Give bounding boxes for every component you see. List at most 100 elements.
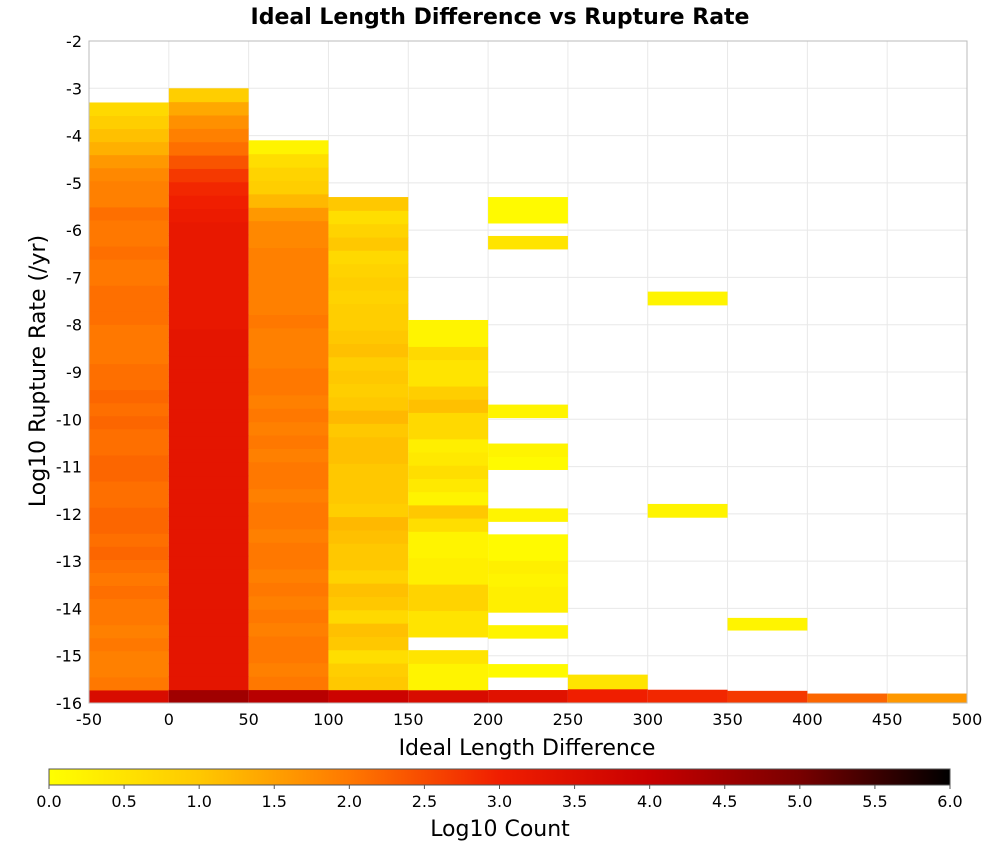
- heatmap-cell: [408, 623, 489, 638]
- x-tick-label: 350: [712, 710, 743, 729]
- y-tick-label: -3: [66, 79, 82, 98]
- heatmap-cell: [248, 461, 329, 476]
- heatmap-cell: [248, 636, 329, 650]
- heatmap-cell: [248, 582, 329, 597]
- heatmap-cell: [488, 560, 568, 574]
- heatmap-cell: [248, 676, 329, 691]
- heatmap-cell: [248, 475, 329, 490]
- heatmap-cell: [248, 609, 329, 624]
- heatmap-cell: [168, 489, 249, 504]
- heatmap-cell: [168, 662, 249, 677]
- heatmap-cell: [328, 290, 409, 305]
- heatmap-cell: [89, 324, 169, 338]
- heatmap-cell: [89, 507, 169, 521]
- x-tick-label: 400: [792, 710, 823, 729]
- heatmap-cell: [328, 436, 409, 451]
- heatmap-cell: [328, 316, 409, 331]
- heatmap-cell: [168, 101, 249, 116]
- y-tick-label: -16: [56, 694, 82, 713]
- heatmap-cell: [89, 233, 169, 247]
- heatmap-cell: [248, 153, 329, 168]
- heatmap-cell: [248, 448, 329, 463]
- heatmap-cell: [168, 128, 249, 143]
- colorbar-ticks: 0.0 0.5 1.0 1.5 2.0 2.5 3.0 3.5 4.0 4.5 5.0 5.5 6.0: [36, 785, 963, 811]
- heatmap-cell: [248, 368, 329, 382]
- heatmap-cell: [408, 676, 489, 691]
- heatmap-cell: [248, 327, 329, 342]
- heatmap-cell: [328, 236, 409, 251]
- heatmap-cell: [89, 533, 169, 547]
- plot-frame: [88, 40, 968, 704]
- heatmap-cell: [248, 207, 329, 222]
- heatmap-cell: [328, 223, 409, 238]
- heatmap-cell: [168, 262, 249, 276]
- heatmap-cell: [328, 410, 409, 424]
- heatmap-cell: [328, 303, 409, 318]
- heatmap-cell: [328, 543, 409, 558]
- colorbar-tick-label: 6.0: [937, 792, 962, 811]
- heatmap-cell: [488, 456, 568, 470]
- heatmap-cell: [488, 664, 568, 678]
- heatmap-cell: [168, 288, 249, 303]
- heatmap-cell: [567, 688, 648, 704]
- heatmap-cell: [248, 595, 329, 610]
- heatmap-cell: [328, 370, 409, 384]
- heatmap-cell: [408, 544, 489, 559]
- heatmap-cell: [89, 663, 169, 678]
- heatmap-cell: [328, 609, 409, 624]
- heatmap-cell: [328, 356, 409, 371]
- heatmap-cell: [408, 386, 489, 400]
- heatmap-cell: [248, 140, 329, 155]
- heatmap-cell: [328, 649, 409, 664]
- heatmap-cell: [248, 435, 329, 449]
- x-tick-label: 450: [872, 710, 903, 729]
- heatmap-cell: [168, 168, 249, 183]
- colorbar-tick-label: 3.0: [487, 792, 512, 811]
- colorbar-tick-label: 5.5: [862, 792, 887, 811]
- heatmap-cell: [248, 354, 329, 369]
- chart-title: Ideal Length Difference vs Rupture Rate: [251, 5, 750, 30]
- heatmap-cell: [89, 611, 169, 626]
- y-tick-label: -5: [66, 174, 82, 193]
- heatmap-cell: [89, 454, 169, 469]
- heatmap-cell: [168, 676, 249, 691]
- heatmap-cell: [328, 197, 409, 211]
- y-tick-label: -8: [66, 316, 82, 335]
- heatmap-cell: [168, 622, 249, 637]
- heatmap-cell: [328, 623, 409, 637]
- y-axis-ticks: -2 -3 -4 -5 -6 -7 -8 -9 -10 -11 -12 -13 -14 -15 -16: [56, 32, 82, 713]
- colorbar-tick-label: 2.5: [412, 792, 437, 811]
- heatmap-cell: [168, 409, 249, 423]
- heatmap-cell: [168, 475, 249, 490]
- heatmap-cell: [248, 193, 329, 208]
- heatmap-cell: [89, 481, 169, 495]
- heatmap-cell: [408, 372, 489, 387]
- heatmap-cell: [408, 412, 489, 427]
- heatmap-cell: [488, 443, 568, 458]
- heatmap-cell: [89, 598, 169, 613]
- heatmap-cell: [328, 250, 409, 265]
- x-tick-label: 50: [238, 710, 258, 729]
- heatmap-cell: [408, 650, 489, 664]
- heatmap-cell: [328, 463, 409, 478]
- heatmap-cell: [248, 502, 329, 516]
- heatmap-cell: [89, 520, 169, 534]
- heatmap-cell: [328, 503, 409, 518]
- heatmap-cell: [408, 452, 489, 466]
- heatmap-cell: [168, 449, 249, 463]
- colorbar-tick-label: 4.5: [712, 792, 737, 811]
- heatmap-cell: [89, 468, 169, 482]
- heatmap-cell: [168, 235, 249, 250]
- heatmap-cell: [328, 450, 409, 464]
- colorbar-tick-label: 1.0: [186, 792, 211, 811]
- heatmap-cell: [168, 435, 249, 450]
- heatmap-cell: [488, 573, 568, 587]
- colorbar: [48, 768, 951, 786]
- x-tick-label: 500: [952, 710, 983, 729]
- heatmap-cell: [248, 528, 329, 543]
- heatmap-cell: [408, 319, 489, 334]
- y-tick-label: -2: [66, 32, 82, 51]
- heatmap-cell: [168, 395, 249, 410]
- y-tick-label: -7: [66, 268, 82, 287]
- heatmap-cell: [168, 636, 249, 651]
